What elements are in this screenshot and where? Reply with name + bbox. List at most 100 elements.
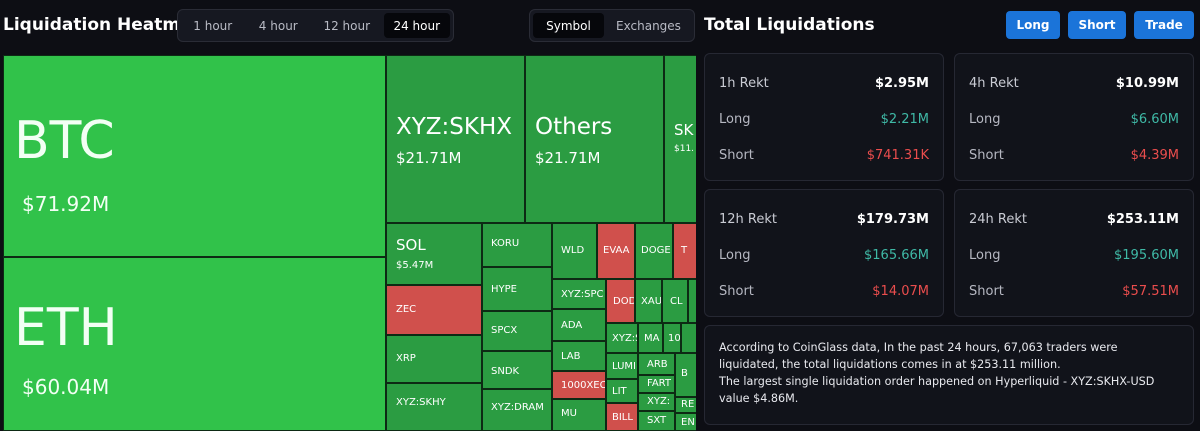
tile-symbol: SXT <box>647 415 667 426</box>
tile-symbol: LUMI <box>612 361 636 372</box>
tile-re[interactable]: RE <box>675 397 696 413</box>
tile-xyz-skhy[interactable]: XYZ:SKHY <box>386 383 482 431</box>
tile-spcx[interactable]: SPCX <box>482 311 552 351</box>
tile-xau[interactable]: XAU <box>635 279 662 323</box>
tab-1-hour[interactable]: 1 hour <box>193 18 233 33</box>
tile-arb[interactable]: ARB <box>638 353 675 375</box>
tile-btc[interactable]: BTC $71.92M <box>3 55 386 257</box>
long-label: Long <box>719 248 751 263</box>
tile-symbol: 10 <box>668 333 681 344</box>
tab-24-hour[interactable]: 24 hour <box>383 13 450 38</box>
card-12h-rekt: 12h Rekt $179.73M Long $165.66M Short $14.0… <box>704 189 944 317</box>
tile-symbol: KORU <box>491 238 520 249</box>
card-1h-rekt: 1h Rekt $2.95M Long $2.21M Short $741.31K <box>704 53 944 181</box>
card-total: $179.73M <box>856 212 929 227</box>
short-label: Short <box>969 284 1004 299</box>
tile-cl[interactable]: CL <box>662 279 688 323</box>
tile-xyz-skhx[interactable]: XYZ:SKHX $21.71M <box>386 55 525 223</box>
tile-sxt[interactable]: SXT <box>638 411 675 431</box>
tile-symbol: XYZ:DRAM <box>491 402 544 413</box>
tile-fart[interactable]: FART <box>638 375 675 393</box>
tile-ma[interactable]: MA <box>638 323 663 353</box>
tile-symbol: EN <box>681 417 695 428</box>
card-title: 1h Rekt <box>719 76 769 91</box>
tile-1000xec[interactable]: 1000XEC <box>552 371 606 399</box>
tile-value: $11. <box>674 144 695 154</box>
short-value: $4.39M <box>1130 148 1179 163</box>
tile-xyz-dram[interactable]: XYZ:DRAM <box>482 389 552 431</box>
tile-symbol: 1000XEC <box>561 380 606 391</box>
tile-symbol: FART <box>647 378 672 389</box>
tile-symbol: SOL <box>396 236 426 254</box>
tile-zec[interactable]: ZEC <box>386 285 482 335</box>
tile-symbol: SNDK <box>491 366 520 377</box>
long-label: Long <box>719 112 751 127</box>
tab-exchanges[interactable]: Exchanges <box>616 18 681 33</box>
tile-lab[interactable]: LAB <box>552 341 606 371</box>
tab-4-hour[interactable]: 4 hour <box>258 18 298 33</box>
tile-xrp[interactable]: XRP <box>386 335 482 383</box>
tile-lumi[interactable]: LUMI <box>606 353 638 379</box>
short-label: Short <box>969 148 1004 163</box>
tab-12-hour[interactable]: 12 hour <box>323 18 371 33</box>
card-4h-rekt: 4h Rekt $10.99M Long $6.60M Short $4.39M <box>954 53 1194 181</box>
tile-hype[interactable]: HYPE <box>482 267 552 311</box>
long-value: $2.21M <box>880 112 929 127</box>
trade-button[interactable]: Trade <box>1134 11 1194 39</box>
tile-symbol: LIT <box>612 386 627 397</box>
card-24h-rekt: 24h Rekt $253.11M Long $195.60M Short $57.5… <box>954 189 1194 317</box>
tile-symbol: XYZ:S <box>612 333 637 344</box>
tile-symbol: DOD <box>613 296 635 307</box>
tile-value: $71.92M <box>22 192 110 216</box>
tile-symbol: ETH <box>14 298 118 358</box>
tile-10[interactable]: 10 <box>663 323 681 353</box>
total-liquidations-title: Total Liquidations <box>704 15 875 35</box>
tile-symbol: T <box>681 245 688 256</box>
summary-line-2: The largest single liquidation order hap… <box>719 375 1155 405</box>
tile-symbol: XYZ: <box>647 396 671 407</box>
tile-eth[interactable]: ETH $60.04M <box>3 257 386 431</box>
tile-koru[interactable]: KORU <box>482 223 552 267</box>
tile-value: $21.71M <box>535 149 601 167</box>
tile-bill[interactable]: BILL <box>606 403 638 431</box>
tile-b[interactable]: B <box>675 353 696 397</box>
long-value: $165.66M <box>864 248 929 263</box>
tile-symbol: DOGE <box>641 245 671 256</box>
tile-t[interactable]: T <box>673 223 696 279</box>
tile-evaa[interactable]: EVAA <box>597 223 635 279</box>
tile-small[interactable] <box>688 279 696 323</box>
tile-sk[interactable]: SK $11. <box>664 55 696 223</box>
short-button[interactable]: Short <box>1068 11 1126 39</box>
card-total: $2.95M <box>874 76 929 91</box>
tile-small[interactable] <box>681 323 696 353</box>
tile-lit[interactable]: LIT <box>606 379 638 403</box>
long-label: Long <box>969 112 1001 127</box>
tile-wld[interactable]: WLD <box>552 223 597 279</box>
time-range-tabs: 1 hour 4 hour 12 hour 24 hour <box>177 9 454 42</box>
tile-symbol: XYZ:SPC <box>561 289 604 300</box>
tile-xyz-spc[interactable]: XYZ:SPC <box>552 279 606 309</box>
tile-mu[interactable]: MU <box>552 399 606 431</box>
short-value: $57.51M <box>1122 284 1179 299</box>
tile-value: $5.47M <box>396 260 434 271</box>
liquidation-summary: According to CoinGlass data, In the past… <box>704 325 1194 425</box>
tile-symbol: SK <box>674 121 694 139</box>
tile-others[interactable]: Others $21.71M <box>525 55 664 223</box>
tile-en[interactable]: EN <box>675 413 696 431</box>
tile-symbol: RE <box>681 399 695 410</box>
tile-sndk[interactable]: SNDK <box>482 351 552 389</box>
tile-dod[interactable]: DOD <box>606 279 635 323</box>
tile-xyz-colon[interactable]: XYZ: <box>638 393 675 411</box>
tile-symbol: EVAA <box>603 245 630 256</box>
tab-symbol[interactable]: Symbol <box>533 13 604 38</box>
tile-symbol: XAU <box>641 296 662 307</box>
tile-doge[interactable]: DOGE <box>635 223 673 279</box>
tile-symbol: ADA <box>561 320 583 331</box>
tile-symbol: MA <box>644 333 660 344</box>
tile-ada[interactable]: ADA <box>552 309 606 341</box>
tile-xyz-s[interactable]: XYZ:S <box>606 323 638 353</box>
card-total: $253.11M <box>1106 212 1179 227</box>
long-label: Long <box>969 248 1001 263</box>
long-button[interactable]: Long <box>1006 11 1060 39</box>
tile-sol[interactable]: SOL $5.47M <box>386 223 482 285</box>
